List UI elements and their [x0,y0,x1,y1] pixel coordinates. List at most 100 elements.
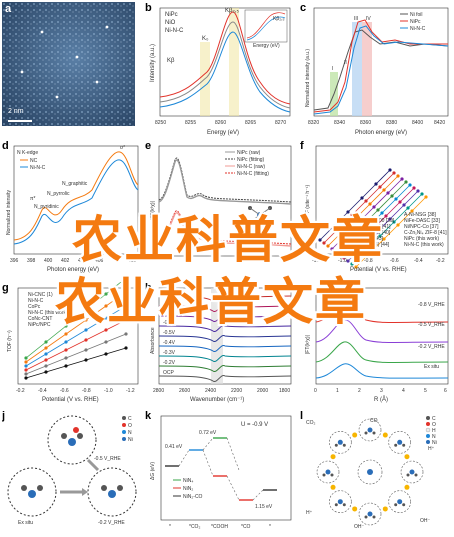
potential-label: -0.3V [163,350,176,356]
structure-diagram: C O N Ni Ex situ -0.2 V_RHE -0.5 V_RHE [7,415,137,526]
legend-nin4: NiN₄ [183,478,193,484]
tof-point [350,262,354,266]
c-atom [402,503,406,507]
xtick: 402 [61,258,70,264]
tof-point [360,196,364,200]
insitu-exafs-plot: -0.8 V_RHE -0.5 V_RHE -0.2 V_RHE Ex situ… [305,287,449,403]
xlabel: R (Å) [374,396,388,403]
tof-g-point [24,360,28,364]
tof-point [410,209,414,213]
tof-point [408,183,412,187]
mechanism-diagram: CO₂ CO H⁺ OH⁻ H⁺ OH⁻ C O H N Ni [306,416,437,530]
arrow-icon [382,432,388,438]
tof-series-line [327,175,399,247]
tof-g-point [104,292,108,296]
tof-comparison-plot: Ni-NC-1000 [39] Ni-NC-ZIF [41] NiSAs/NC … [305,145,449,273]
xtick: 408 [112,258,121,264]
tof-point [346,210,350,214]
c-atom [330,473,334,477]
panel-label: e [145,140,152,152]
roman-ii: II [344,60,347,66]
tof-series-line [351,193,423,265]
c-atom [334,503,338,507]
energy-041: 0.41 eV [165,444,183,450]
xtick: 2 [358,388,361,394]
panel-k: k U = -0.9 V 0.41 eV 0.72 eV 1.15 eV NiN… [145,410,295,535]
tof-point [322,241,326,245]
watermark-line-1: 农业科普文章 [72,211,384,269]
c-atom [414,473,418,477]
tof-point [416,189,420,193]
tof-point [378,234,382,238]
tof-point [336,227,340,231]
panel-c: c I II III IV Ni foil NiPc Ni-N-C 8320 8… [300,2,452,138]
roman-iii: III [354,16,358,22]
title: N K-edge [17,150,38,156]
tof-point [382,188,386,192]
ann-pi: π* [30,196,35,202]
inset-peak: Kβ₂,₅ [273,16,285,22]
tof-point [346,259,350,263]
state-ex-situ: Ex situ [18,520,33,526]
tof-point [396,223,400,227]
tof-point [392,220,396,224]
legend-entry: Ni-N-C(4) [44] [358,242,390,248]
xtick: 4 [402,388,405,394]
legend-entry: C-Zn₁Ni₄ ZIF-8 [41] [404,230,447,236]
atom-c: C [128,416,132,422]
tof-point [384,214,388,218]
panel-label: a [5,3,12,15]
ir-curve [158,335,292,342]
xtick: *CO [241,524,251,530]
c-atom [394,443,398,447]
panel-h: h -0.9V -0.8V -0.7V -0.6V -0.5V -0.4V -0.3V -0.… [145,282,295,404]
xtick: 8380 [386,120,397,126]
panel-a: a 2 nm [2,2,135,126]
peak-kalpha: K₀ [202,36,209,42]
legend-entry: Ni-N-C (this work) [404,242,444,248]
tof-point [386,191,390,195]
tof-series-line [347,190,419,262]
peak-kbeta25: Kβ₂,₅ [225,8,239,14]
scale-bar-label: 2 nm [8,108,24,115]
legend-nipc: NiPc [165,12,178,18]
legend-ninc: Ni-N-C [410,26,426,32]
tof-point [318,238,322,242]
panel-g: g Ni-CNC (1) Ni-N-C CoPc Ni-N-C (this wo… [2,282,142,404]
tof-point [374,182,378,186]
potential-label: OCP [163,370,175,376]
ylabel: |FT(k³χ)| [150,201,156,220]
tof-point [412,186,416,190]
ann-sigma: σ* [120,145,125,151]
panel-f: f Ni-NC-1000 [39] Ni-NC-ZIF [41] NiSAs/N… [300,140,452,275]
tof-point [334,250,338,254]
atom-o: O [128,423,132,429]
tof-g-point [24,368,28,372]
tof-g-point [104,328,108,332]
xtick: 2400 [205,388,216,394]
tof-point [340,230,344,234]
tof-g-point [24,356,28,360]
xtick: *COOH [211,524,228,530]
nkedge-plot: N K-edge NC Ni-N-C π* σ* N_pyridinic N_p… [6,145,139,273]
legend-nin2co: NiN₂-CO [183,494,203,500]
state-05: -0.5 V_RHE [94,456,121,462]
tof-g-line [25,319,127,371]
energy-072: 0.72 eV [199,430,217,436]
ni-atom [337,499,343,505]
stem-image [2,2,135,126]
tof-point [424,195,428,199]
xtick: 404 [78,258,87,264]
ylabel: TOF (h⁻¹) [7,330,13,352]
species: OH⁻ [354,524,365,530]
tof-point [404,180,408,184]
tof-point [378,185,382,189]
ir-curve [158,305,292,312]
arrow-icon [382,506,388,512]
tof-g-point [44,346,48,350]
legend-entry: Ni-N-C [28,298,44,304]
legend-nc: NC [30,158,38,164]
atom-legend: C O H N Ni [425,416,437,446]
xtick: -0.8 [364,258,373,264]
